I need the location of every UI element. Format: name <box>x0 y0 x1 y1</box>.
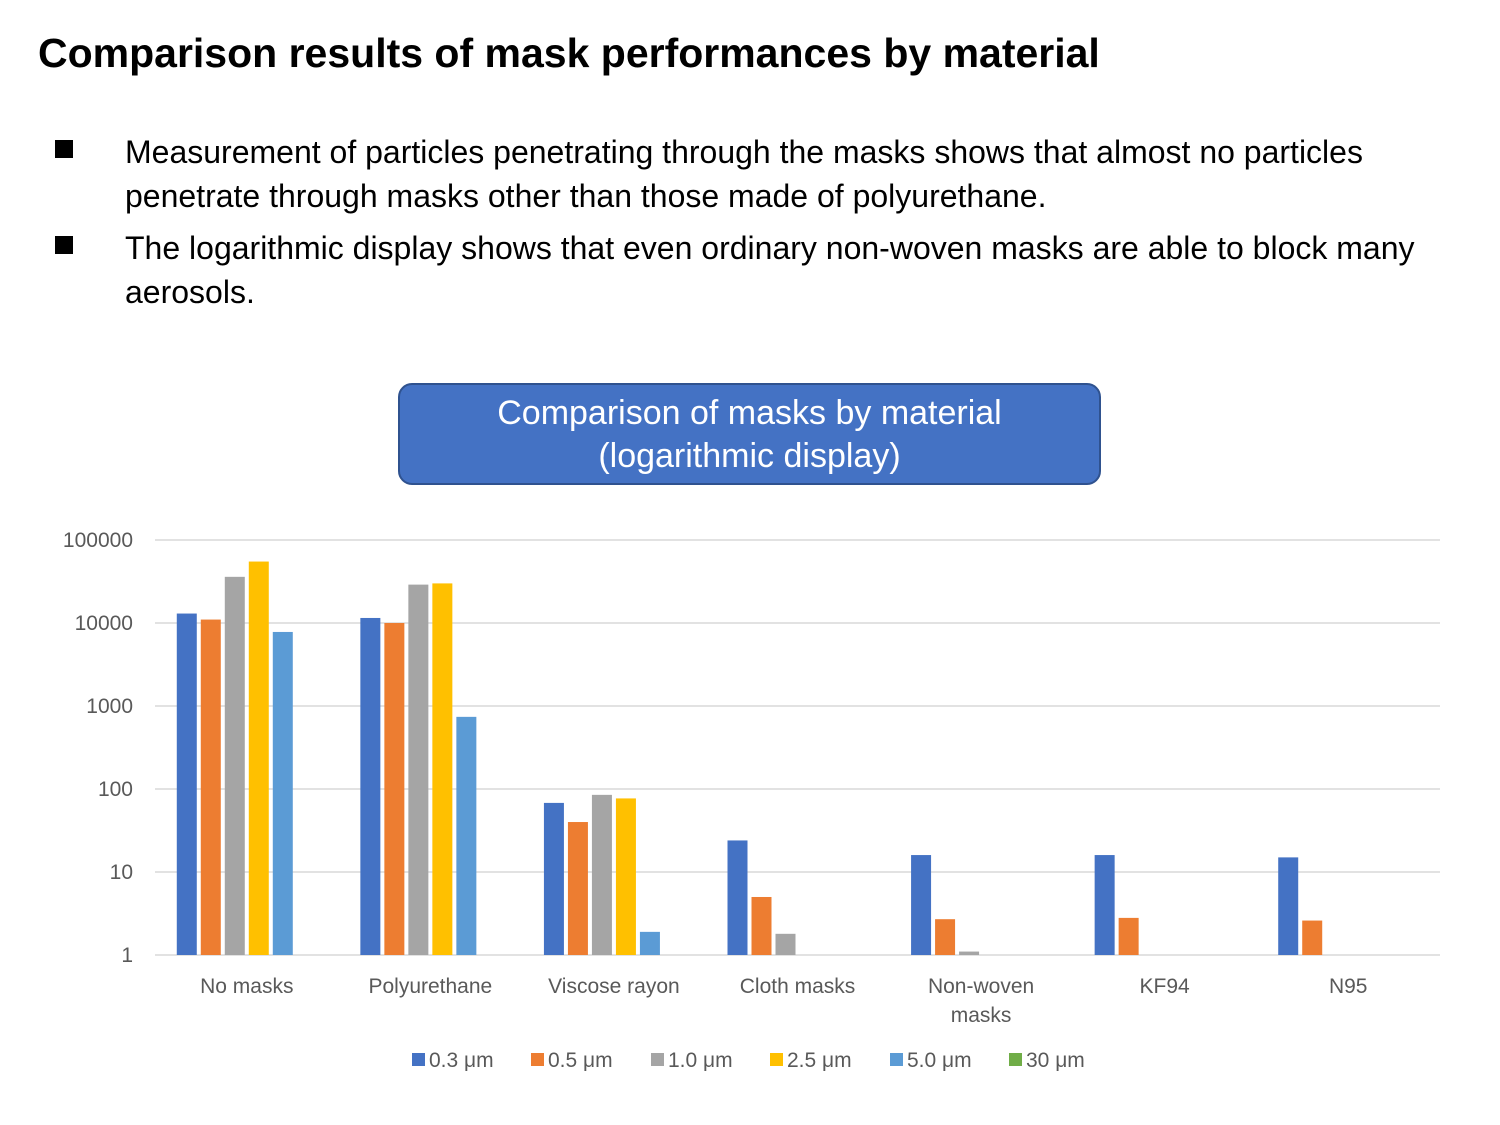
legend-label: 2.5 μm <box>787 1049 852 1072</box>
bar <box>224 576 245 955</box>
y-tick-label: 10 <box>110 861 133 884</box>
legend-label: 30 μm <box>1026 1049 1085 1072</box>
bar <box>639 931 660 955</box>
page-title: Comparison results of mask performances … <box>38 30 1100 76</box>
bullet-text: The logarithmic display shows that even … <box>125 230 1415 310</box>
bar <box>911 855 932 955</box>
bar <box>543 802 564 955</box>
bar-chart: 1 10 100 1000 10000 100000 No masks Polyurethan… <box>63 529 1440 1072</box>
x-tick-label: Polyurethane <box>368 975 492 998</box>
legend-label: 0.5 μm <box>548 1049 613 1072</box>
y-tick-label: 100000 <box>63 529 133 552</box>
bar <box>456 716 477 955</box>
x-tick-label: Non-woven <box>928 975 1034 998</box>
bar <box>200 619 221 955</box>
bar <box>751 896 772 955</box>
bar <box>775 933 796 955</box>
legend-swatch <box>651 1053 664 1066</box>
legend-label: 5.0 μm <box>907 1049 972 1072</box>
chart-title-box: Comparison of masks by material (logarit… <box>398 383 1101 485</box>
legend-swatch <box>531 1053 544 1066</box>
bar <box>360 617 381 955</box>
bar <box>176 613 197 955</box>
bar <box>432 583 453 955</box>
x-tick-label: KF94 <box>1140 975 1191 998</box>
chart-title-line: (logarithmic display) <box>598 437 901 475</box>
x-tick-label: Viscose rayon <box>548 975 680 998</box>
bullet-item: Measurement of particles penetrating thr… <box>55 130 1475 218</box>
x-tick-label: Cloth masks <box>740 975 856 998</box>
legend-swatch <box>890 1053 903 1066</box>
bar <box>408 584 429 955</box>
y-tick-label: 1 <box>121 944 133 967</box>
y-tick-label: 1000 <box>86 695 133 718</box>
legend-label: 1.0 μm <box>668 1049 733 1072</box>
bullet-list: Measurement of particles penetrating thr… <box>55 130 1475 322</box>
square-bullet-icon <box>55 140 73 158</box>
bar <box>1118 917 1139 955</box>
bullet-text: Measurement of particles penetrating thr… <box>125 134 1363 214</box>
legend-swatch <box>412 1053 425 1066</box>
bar <box>567 822 588 955</box>
bar <box>1094 855 1115 955</box>
bar <box>615 798 636 955</box>
y-tick-label: 10000 <box>75 612 133 635</box>
chart-title-line: Comparison of masks by material <box>497 394 1002 432</box>
bar <box>1302 920 1323 955</box>
bar <box>1278 857 1299 955</box>
x-tick-label: N95 <box>1329 975 1368 998</box>
square-bullet-icon <box>55 236 73 254</box>
bar <box>935 919 956 955</box>
legend-swatch <box>770 1053 783 1066</box>
y-tick-label: 100 <box>98 778 133 801</box>
bar <box>591 794 612 955</box>
bar <box>959 951 980 955</box>
bullet-item: The logarithmic display shows that even … <box>55 226 1475 314</box>
x-tick-label: No masks <box>200 975 293 998</box>
bar <box>384 623 405 955</box>
bar <box>248 561 269 955</box>
legend-label: 0.3 μm <box>429 1049 494 1072</box>
bar <box>272 631 293 955</box>
legend-swatch <box>1009 1053 1022 1066</box>
x-tick-label: masks <box>951 1004 1012 1027</box>
bar <box>727 840 748 955</box>
